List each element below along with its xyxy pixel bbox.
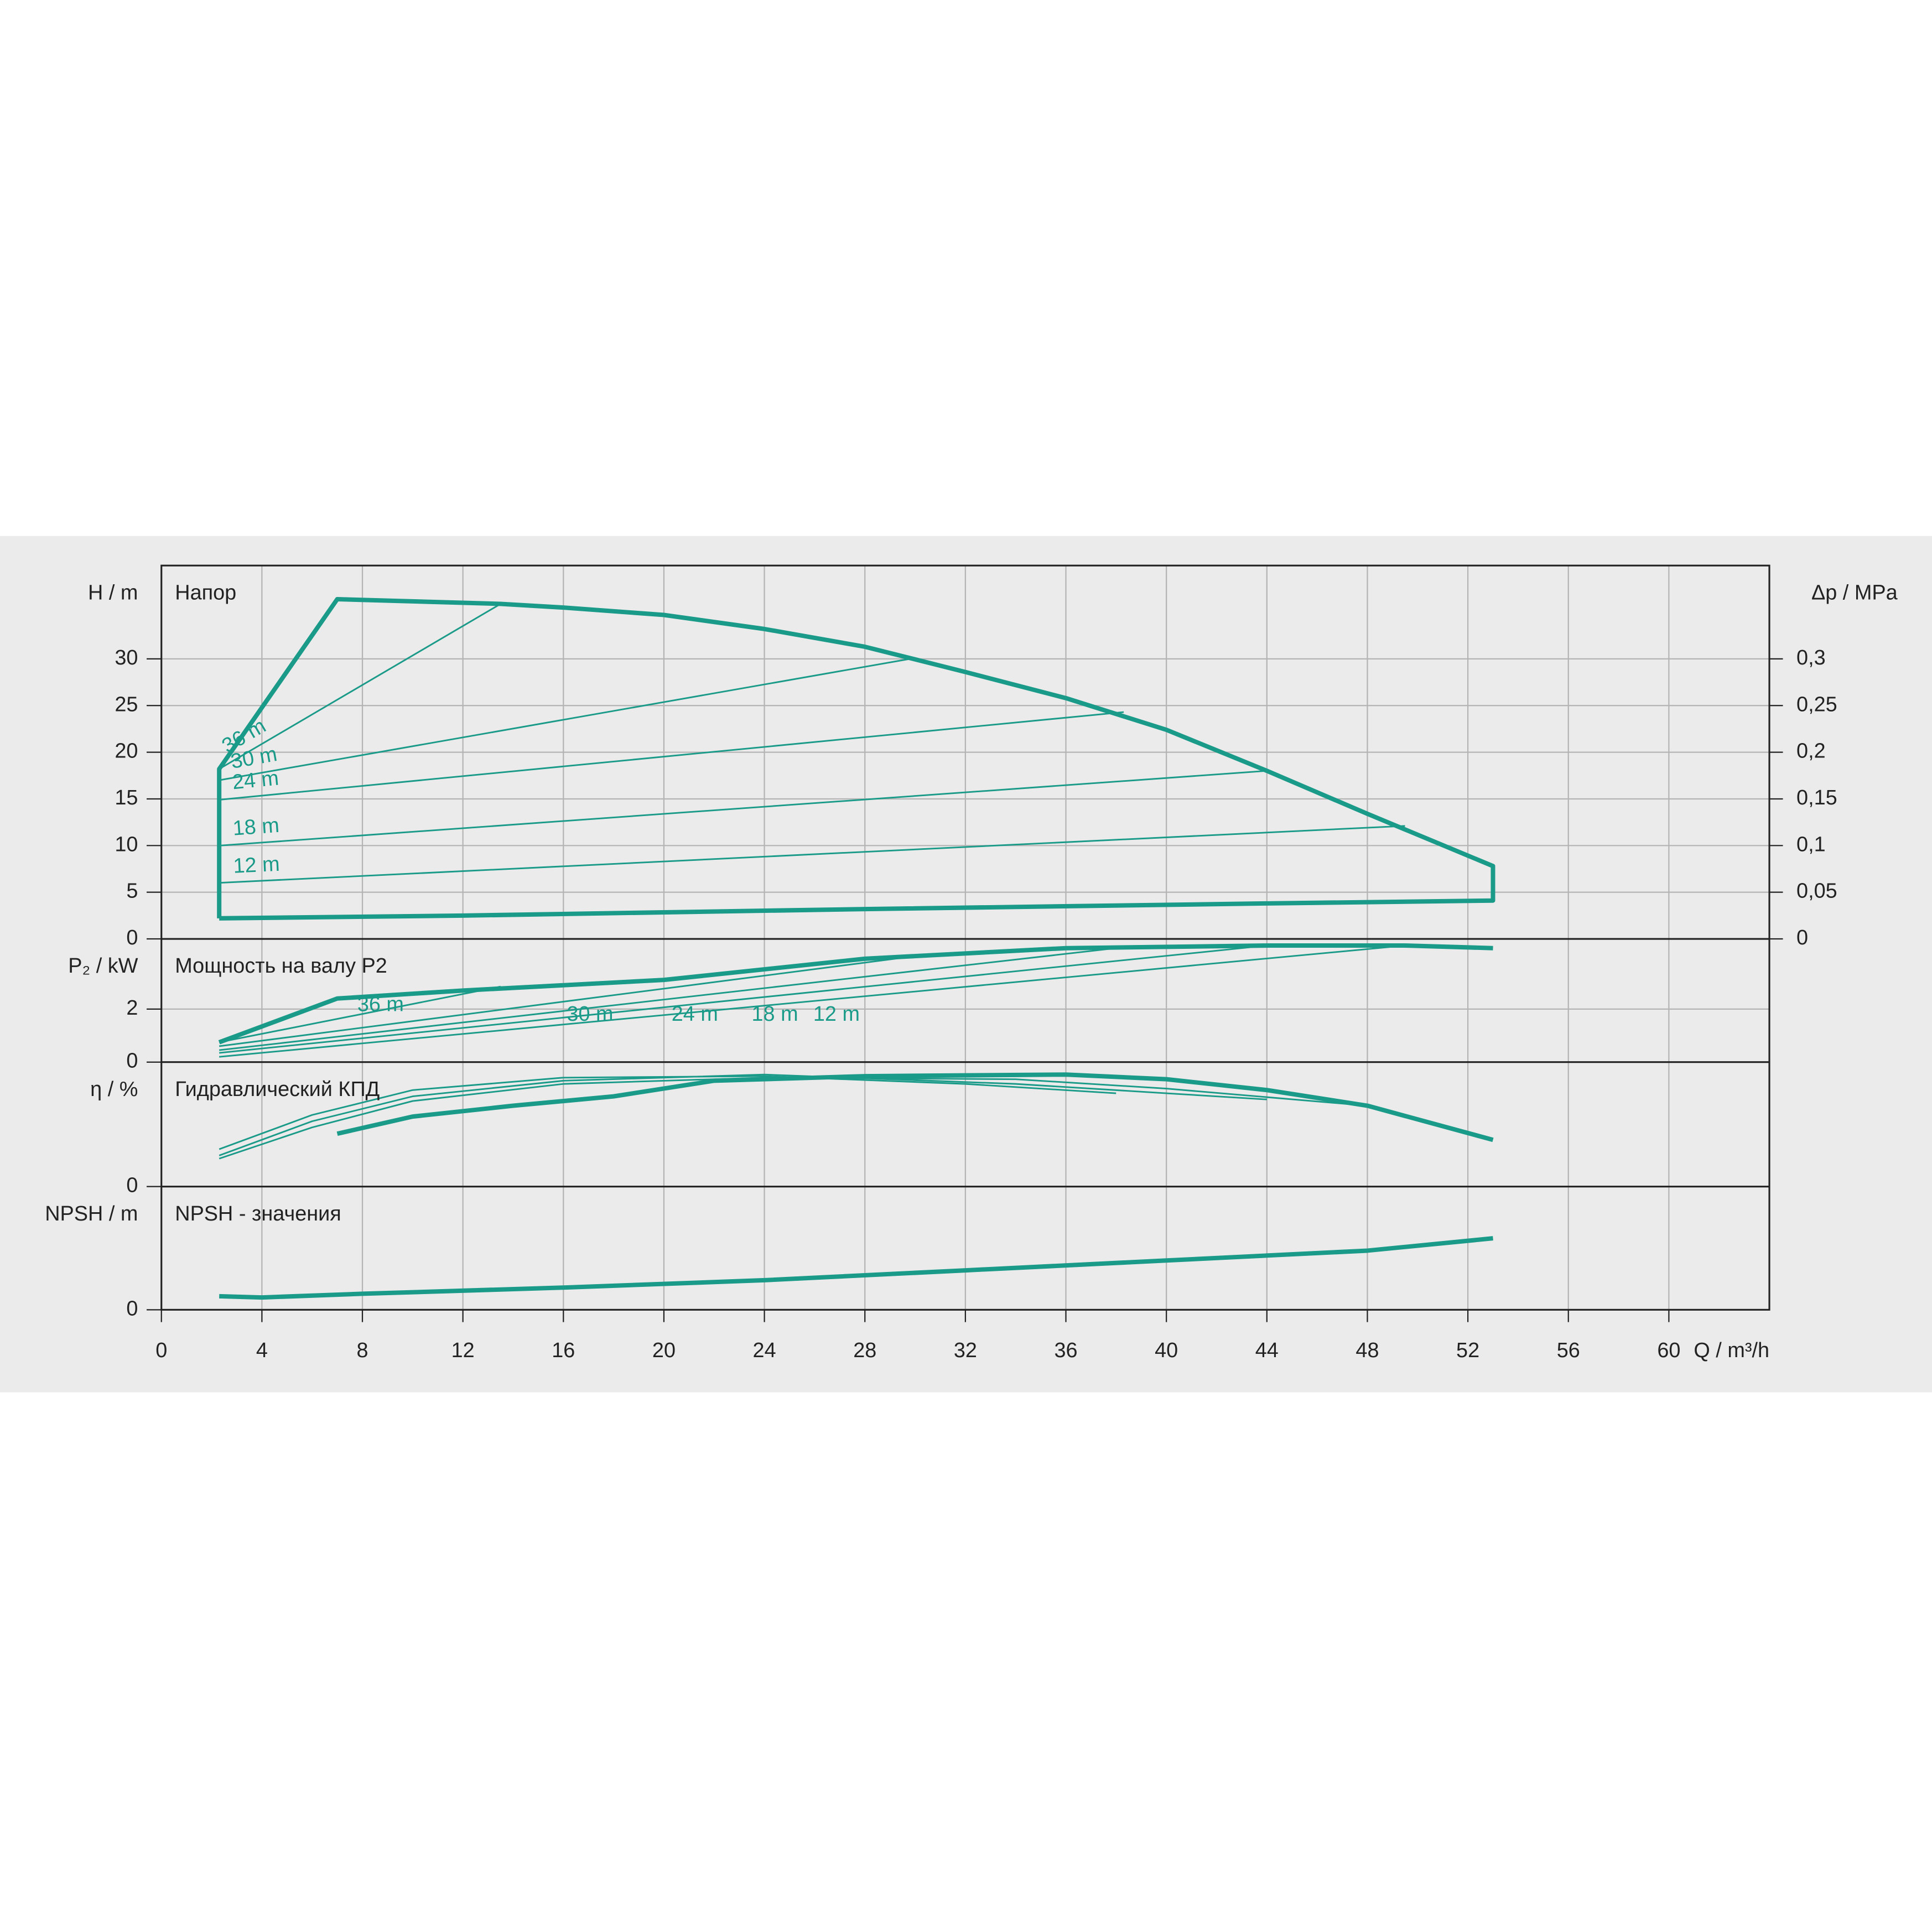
y-tick-label: 10: [115, 833, 138, 856]
panel-title: Напор: [175, 581, 236, 604]
panel-title: Гидравлический КПД: [175, 1078, 380, 1101]
y2-tick-label: 0: [1796, 926, 1808, 949]
y2-tick-label: 0,25: [1796, 693, 1837, 716]
curve: [219, 955, 916, 1047]
x-tick-label: 4: [256, 1339, 268, 1362]
y2-tick-label: 0,1: [1796, 833, 1826, 856]
curve-label: 18 m: [232, 814, 280, 840]
y-axis-label: H / m: [88, 581, 138, 604]
curve: [336, 1072, 1494, 1142]
panel-title: NPSH - значения: [175, 1202, 341, 1225]
curve-label: 30 m: [567, 1003, 613, 1026]
y2-axis-label: Δp / MPa: [1811, 581, 1898, 604]
y-tick-label: 30: [115, 646, 138, 669]
y2-tick-label: 0,2: [1796, 740, 1826, 763]
y-tick-label: 2: [126, 996, 138, 1020]
curve-label: 24 m: [231, 767, 280, 794]
y-tick-label: 0: [126, 926, 138, 949]
y-tick-label: 5: [126, 880, 138, 903]
x-tick-label: 8: [356, 1339, 368, 1362]
y-tick-label: 15: [115, 786, 138, 809]
curve: [219, 947, 1116, 1051]
curves: [217, 597, 1495, 1300]
x-tick-label: 44: [1255, 1339, 1279, 1362]
x-tick-label: 40: [1155, 1339, 1178, 1362]
curve: [219, 944, 1405, 1058]
x-tick-label: 20: [652, 1339, 676, 1362]
curve: [219, 985, 501, 1043]
y-axis-label: η / %: [90, 1078, 138, 1101]
x-tick-label: 36: [1054, 1339, 1077, 1362]
curve: [219, 944, 1267, 1054]
curve: [219, 1077, 1368, 1160]
curve: [219, 603, 501, 770]
curve: [219, 1075, 1116, 1150]
curve: [219, 1236, 1493, 1300]
curve: [219, 825, 1405, 884]
curve-label: 18 m: [751, 1003, 798, 1026]
x-tick-label: 28: [853, 1339, 876, 1362]
curve: [219, 711, 1124, 801]
x-tick-label: 12: [451, 1339, 475, 1362]
y-tick-label: 25: [115, 693, 138, 716]
x-tick-label: 52: [1456, 1339, 1479, 1362]
x-tick-label: 0: [155, 1339, 167, 1362]
x-axis-label: Q / m³/h: [1694, 1339, 1769, 1362]
x-tick-label: 48: [1355, 1339, 1379, 1362]
y-tick-label: 0: [126, 1050, 138, 1073]
curve: [217, 597, 1495, 921]
curve: [219, 657, 916, 781]
x-tick-label: 60: [1657, 1339, 1680, 1362]
curve-label: 12 m: [813, 1003, 860, 1026]
panel-title: Мощность на валу P2: [175, 954, 387, 978]
curve: [219, 770, 1267, 846]
curve: [218, 943, 1493, 1045]
x-tick-label: 32: [954, 1339, 977, 1362]
y2-tick-label: 0,3: [1796, 646, 1826, 669]
y-axis-label: P₂ / kW: [68, 954, 138, 978]
curve-label: 36 m: [357, 993, 404, 1016]
x-tick-label: 56: [1557, 1339, 1580, 1362]
curve-label: 12 m: [233, 853, 281, 878]
y-tick-label: 0: [126, 1297, 138, 1320]
x-tick-label: 24: [753, 1339, 776, 1362]
curve-label: 24 m: [672, 1003, 718, 1026]
x-tick-label: 16: [552, 1339, 575, 1362]
y-tick-label: 20: [115, 740, 138, 763]
y2-tick-label: 0,15: [1796, 786, 1837, 809]
y-tick-label: 0: [126, 1174, 138, 1197]
y2-tick-label: 0,05: [1796, 880, 1837, 903]
y-axis-label: NPSH / m: [45, 1202, 138, 1225]
